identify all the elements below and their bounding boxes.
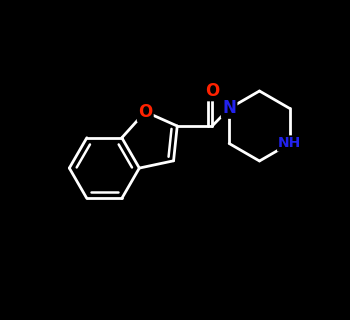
Text: O: O	[205, 82, 219, 100]
Text: NH: NH	[278, 137, 301, 150]
Text: N: N	[222, 100, 236, 117]
Text: O: O	[138, 103, 152, 121]
